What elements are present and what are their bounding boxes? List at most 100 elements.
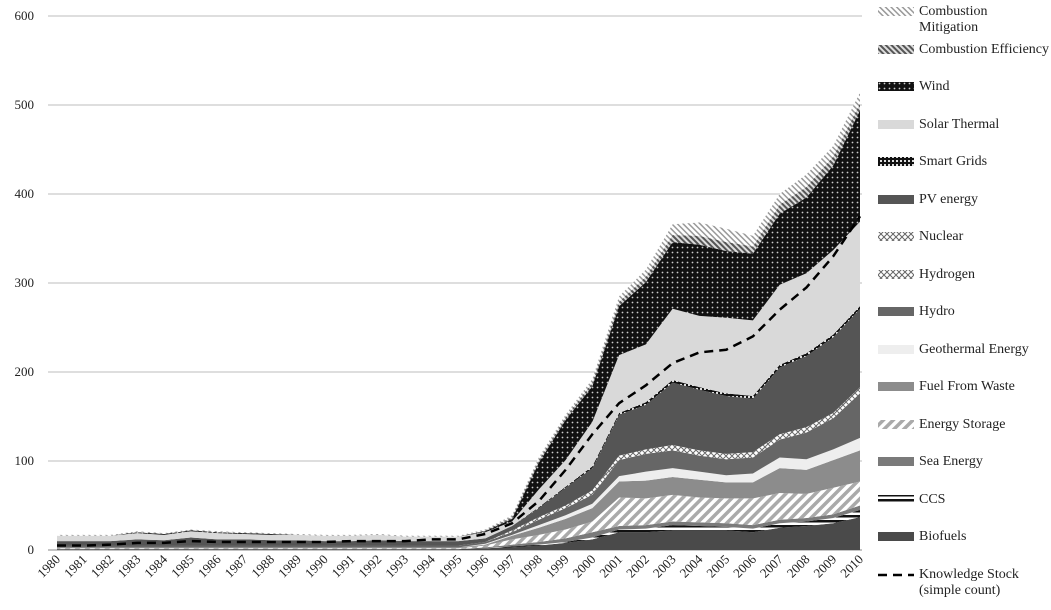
- legend-item: Biofuels: [872, 529, 1049, 565]
- legend-item: Smart Grids: [872, 154, 1049, 190]
- legend-item: Combustion Efficiency: [872, 42, 1049, 78]
- y-tick-label: 400: [15, 186, 35, 201]
- knowledge-line: [57, 215, 862, 547]
- legend-label: Combustion Efficiency: [919, 41, 1049, 57]
- legend-swatch: [878, 157, 914, 166]
- legend-label: Hydrogen: [919, 266, 975, 282]
- legend-item: CCS: [872, 492, 1049, 528]
- legend-item: Knowledge Stock (simple count): [872, 567, 1049, 603]
- x-tick-label: 1982: [88, 552, 117, 581]
- legend-label: Nuclear: [919, 229, 964, 244]
- legend-box: [878, 269, 914, 279]
- legend-label: Hydro: [919, 304, 955, 319]
- legend-swatch: [878, 7, 914, 16]
- x-tick-label: 2010: [837, 552, 866, 581]
- x-tick-label: 2000: [569, 552, 598, 581]
- legend-label: Energy Storage: [919, 416, 1006, 432]
- x-tick-label: 2009: [810, 552, 839, 581]
- legend-item: Energy Storage: [872, 417, 1049, 453]
- legend-label: Smart Grids: [919, 154, 988, 169]
- legend-label: Geothermal Energy: [919, 341, 1029, 357]
- x-tick-label: 2006: [730, 551, 759, 580]
- legend-item: Geothermal Energy: [872, 342, 1049, 378]
- legend-swatch: [878, 494, 914, 504]
- legend-box: [878, 7, 914, 16]
- legend-label: Fuel From Waste: [919, 379, 1015, 394]
- legend-item: PV energy: [872, 192, 1049, 228]
- legend-box: [878, 419, 914, 429]
- x-tick-label: 2002: [623, 552, 652, 581]
- x-tick-label: 1984: [141, 551, 170, 580]
- legend-swatch: [878, 119, 914, 129]
- legend-item: Hydro: [872, 304, 1049, 340]
- legend-box: [878, 157, 914, 166]
- legend-box: [878, 194, 914, 204]
- area: [57, 393, 860, 548]
- x-tick-label: 1994: [409, 551, 438, 580]
- legend-label: Biofuels: [919, 529, 967, 544]
- x-tick-label: 1995: [436, 552, 465, 581]
- legend-swatch: [878, 307, 914, 316]
- legend-label: Knowledge Stock (simple count): [919, 566, 1019, 598]
- x-tick-label: 1981: [61, 552, 90, 581]
- legend-swatch: [878, 232, 914, 241]
- legend-item: Fuel From Waste: [872, 379, 1049, 415]
- legend-label: PV energy: [919, 191, 978, 207]
- legend-item: Hydrogen: [872, 267, 1049, 303]
- legend-box: [878, 119, 914, 129]
- legend-swatch: [878, 344, 914, 354]
- legend-box: [878, 307, 914, 316]
- legend-box: [878, 44, 914, 54]
- x-tick-label: 1999: [543, 552, 572, 581]
- area: [57, 221, 860, 542]
- area: [57, 481, 860, 550]
- legend-label: Wind: [919, 79, 950, 94]
- x-tick-label: 1980: [34, 552, 63, 581]
- legend-swatch: [878, 269, 914, 279]
- legend-item: Combustion Mitigation: [872, 4, 1049, 40]
- legend-item: Sea Energy: [872, 454, 1049, 490]
- x-tick-label: 2008: [784, 552, 813, 581]
- legend-item: Nuclear: [872, 229, 1049, 265]
- legend-box: [878, 82, 914, 91]
- y-tick-label: 0: [28, 542, 35, 557]
- legend-item: Wind: [872, 79, 1049, 115]
- legend-swatch: [878, 573, 914, 576]
- x-tick-label: 2003: [650, 552, 679, 581]
- legend-item: Solar Thermal: [872, 117, 1049, 153]
- legend-box: [878, 232, 914, 241]
- x-tick-label: 1983: [114, 552, 143, 581]
- area: [57, 517, 860, 550]
- legend-label: Solar Thermal: [919, 116, 1000, 132]
- x-tick-label: 2005: [703, 552, 732, 581]
- x-tick-label: 2001: [596, 552, 625, 581]
- legend-label: Sea Energy: [919, 454, 983, 469]
- y-tick-label: 600: [15, 8, 35, 23]
- y-tick-label: 100: [15, 453, 35, 468]
- legend-label: Combustion Mitigation: [919, 4, 988, 35]
- legend-box: [878, 532, 914, 541]
- y-tick-label: 200: [15, 364, 35, 379]
- legend-box: [878, 457, 914, 466]
- x-tick-label: 1985: [168, 552, 197, 581]
- x-tick-label: 1990: [302, 552, 331, 581]
- x-tick-label: 1998: [516, 552, 545, 581]
- x-tick-label: 1987: [221, 551, 250, 580]
- x-tick-label: 1992: [355, 552, 384, 581]
- legend-swatch: [878, 44, 914, 54]
- x-tick-label: 1997: [489, 551, 518, 580]
- x-tick-label: 1988: [248, 552, 277, 581]
- legend-swatch: [878, 382, 914, 391]
- x-tick-label: 2007: [757, 551, 786, 580]
- x-tick-label: 1986: [195, 551, 224, 580]
- legend-swatch: [878, 532, 914, 541]
- x-tick-label: 1996: [462, 551, 491, 580]
- x-tick-label: 2004: [677, 551, 706, 580]
- legend-swatch: [878, 194, 914, 204]
- x-tick-label: 1993: [382, 552, 411, 581]
- legend-swatch: [878, 457, 914, 466]
- x-tick-label: 1989: [275, 552, 304, 581]
- legend-label: CCS: [919, 491, 946, 507]
